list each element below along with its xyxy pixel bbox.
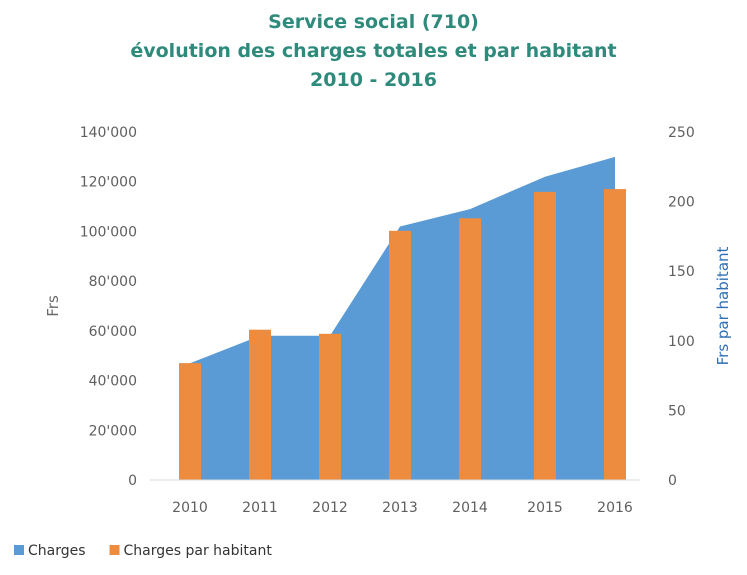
chart-title: Service social (710) évolution des charg… (0, 8, 747, 95)
legend: Charges Charges par habitant (14, 543, 272, 559)
y-right-tick-label: 250 (668, 125, 695, 141)
bar-charges-par-habitant-2013 (389, 230, 411, 480)
x-tick-label-2011: 2011 (242, 500, 278, 516)
y-left-tick-label: 20'000 (89, 423, 137, 439)
y-left-axis-label: Frs (44, 295, 62, 317)
bar-charges-par-habitant-2010 (179, 363, 201, 480)
legend-swatch-0 (14, 545, 24, 555)
y-left-tick-label: 120'000 (80, 175, 137, 191)
y-right-tick-label: 100 (668, 334, 695, 350)
legend-swatch-1 (109, 545, 120, 555)
y-right-tick-label: 150 (668, 264, 695, 280)
x-tick-label-2014: 2014 (452, 500, 488, 516)
y-left-tick-label: 60'000 (89, 324, 137, 340)
bar-charges-par-habitant-2012 (319, 333, 341, 480)
y-right-tick-label: 200 (668, 195, 695, 211)
x-tick-label-2013: 2013 (382, 500, 418, 516)
y-right-tick-label: 50 (668, 403, 686, 419)
label-layer: 0 20'000 40'000 60'000 80'000 100'000 120'000 1… (44, 125, 732, 516)
legend-label-0: Charges (28, 543, 86, 559)
chart-title-line-3: 2010 - 2016 (310, 69, 437, 91)
x-tick-label-2012: 2012 (312, 500, 348, 516)
y-left-tick-label: 40'000 (89, 374, 137, 390)
y-left-tick-label: 100'000 (80, 224, 137, 240)
y-left-tick-label: 140'000 (80, 125, 137, 141)
y-right-tick-label: 0 (668, 473, 677, 489)
chart-title-line-1: Service social (710) (268, 11, 479, 33)
y-left-tick-label: 0 (128, 473, 137, 489)
x-tick-label-2010: 2010 (172, 500, 208, 516)
bar-charges-par-habitant-2016 (604, 189, 626, 480)
bar-layer (179, 189, 626, 481)
x-tick-label-2015: 2015 (527, 500, 563, 516)
y-right-axis-label: Frs par habitant (714, 246, 732, 365)
chart-title-line-2: évolution des charges totales et par hab… (130, 40, 617, 62)
bar-charges-par-habitant-2014 (459, 218, 481, 481)
legend-label-1: Charges par habitant (124, 543, 273, 559)
x-tick-label-2016: 2016 (597, 500, 633, 516)
y-left-tick-label: 80'000 (89, 274, 137, 290)
bar-charges-par-habitant-2015 (534, 191, 556, 480)
bar-charges-par-habitant-2011 (249, 329, 271, 480)
